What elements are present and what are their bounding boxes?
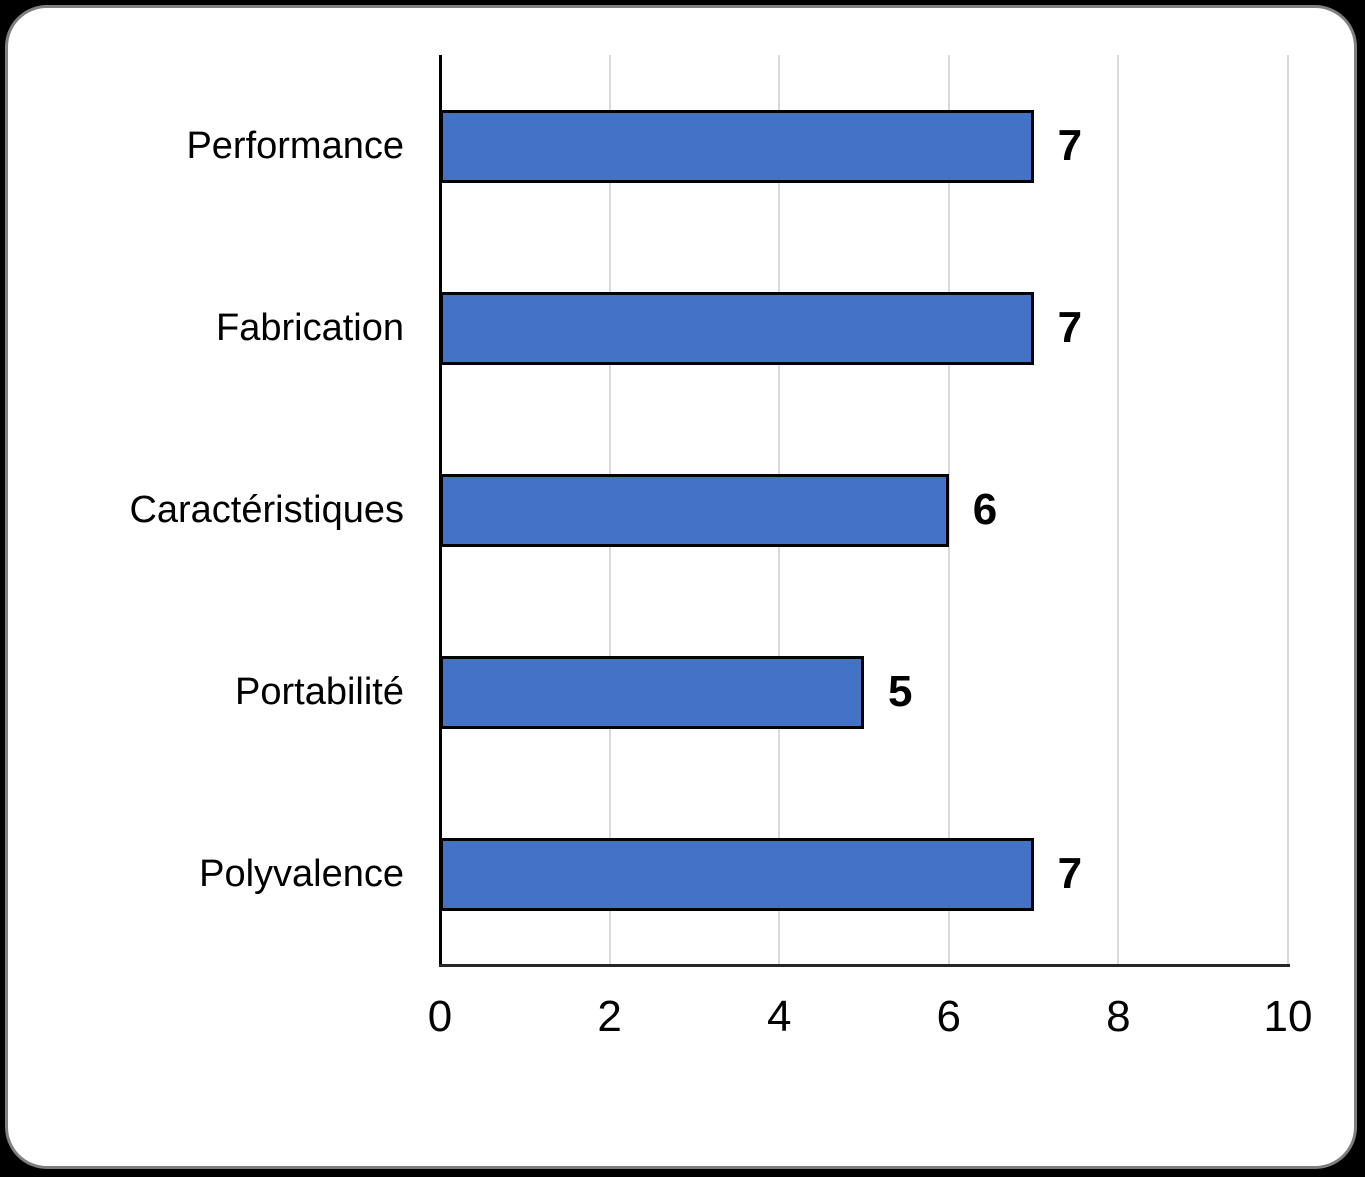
gridline-x-6 <box>947 55 950 965</box>
category-label: Performance <box>186 125 404 167</box>
x-axis-line <box>439 964 1290 967</box>
gridline-x-10 <box>1287 55 1289 965</box>
data-label: 7 <box>1057 121 1083 170</box>
x-tick-label-10: 10 <box>1263 992 1313 1041</box>
data-label: 7 <box>1057 849 1083 898</box>
bar-row: 6 <box>440 419 1288 601</box>
bar <box>440 837 1034 911</box>
x-tick-label-8: 8 <box>1106 992 1131 1041</box>
data-label: 5 <box>888 667 913 716</box>
bar-row: 7 <box>440 783 1288 965</box>
y-axis-line <box>439 55 442 966</box>
x-tick-label-0: 0 <box>427 992 453 1041</box>
category-label: Portabilité <box>235 671 404 713</box>
x-tick-label-2: 2 <box>597 992 622 1041</box>
x-tick-label-4: 4 <box>766 992 792 1041</box>
x-tick-labels: 0 2 4 6 8 10 <box>428 992 1313 1055</box>
bar-row: 7 <box>440 237 1288 419</box>
category-labels: Performance Fabrication Caractéristiques Po… <box>60 55 404 965</box>
bar-row: 7 <box>440 55 1288 237</box>
bar-row: 5 <box>440 601 1288 783</box>
bar <box>440 291 1034 365</box>
bar <box>440 473 949 547</box>
category-label: Caractéristiques <box>129 489 404 531</box>
bar <box>440 655 864 729</box>
data-label: 7 <box>1057 303 1083 352</box>
x-tick-label-6: 6 <box>936 992 962 1041</box>
bar <box>440 109 1034 183</box>
gridline-x-8 <box>1117 55 1120 965</box>
category-label: Fabrication <box>216 307 404 349</box>
plot-area: 7 7 6 5 7 <box>439 55 1290 967</box>
chart-card <box>5 5 1357 1169</box>
data-label: 6 <box>972 485 998 534</box>
category-label: Polyvalence <box>199 853 404 895</box>
